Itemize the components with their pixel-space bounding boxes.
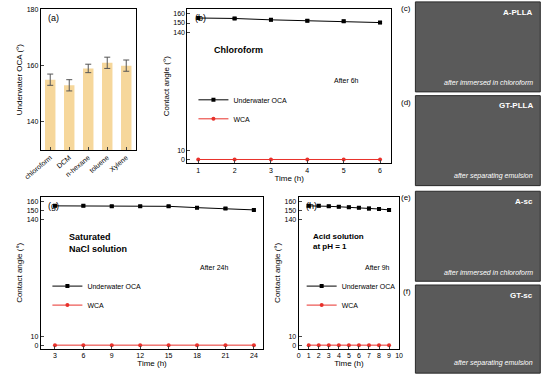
svg-text:after immersed in chloroform: after immersed in chloroform xyxy=(444,269,533,276)
svg-text:18: 18 xyxy=(193,352,201,359)
svg-text:15: 15 xyxy=(165,352,173,359)
svg-text:5: 5 xyxy=(347,352,351,359)
svg-text:after separating emulsion: after separating emulsion xyxy=(454,172,533,180)
svg-text:Contact angle (°): Contact angle (°) xyxy=(162,56,171,116)
svg-text:A-PLLA: A-PLLA xyxy=(503,8,533,17)
svg-text:9: 9 xyxy=(387,352,391,359)
svg-text:180: 180 xyxy=(27,6,39,13)
svg-text:Xylene: Xylene xyxy=(108,154,130,174)
svg-text:(h): (h) xyxy=(306,201,317,211)
svg-text:10: 10 xyxy=(31,333,39,340)
svg-text:2: 2 xyxy=(317,352,321,359)
svg-text:n-hexane: n-hexane xyxy=(64,154,91,178)
svg-text:chloroform: chloroform xyxy=(23,154,53,181)
svg-text:(g): (g) xyxy=(48,201,59,211)
svg-text:Contact angle (°): Contact angle (°) xyxy=(273,242,282,302)
svg-text:Contact angle (°): Contact angle (°) xyxy=(15,242,24,302)
svg-text:7: 7 xyxy=(367,352,371,359)
svg-text:5: 5 xyxy=(342,167,346,174)
svg-text:Underwater OCA: Underwater OCA xyxy=(342,283,396,290)
svg-text:12: 12 xyxy=(136,352,144,359)
svg-text:(c): (c) xyxy=(401,4,411,13)
svg-text:(f): (f) xyxy=(403,287,411,296)
svg-text:toluene: toluene xyxy=(88,154,110,174)
svg-text:6: 6 xyxy=(378,167,382,174)
svg-text:(d): (d) xyxy=(401,98,411,107)
svg-text:24: 24 xyxy=(250,352,258,359)
svg-text:10: 10 xyxy=(177,147,185,154)
svg-text:0: 0 xyxy=(297,352,301,359)
svg-text:Time (h): Time (h) xyxy=(137,359,167,368)
svg-text:140: 140 xyxy=(285,216,297,223)
svg-text:9: 9 xyxy=(110,352,114,359)
svg-text:1: 1 xyxy=(196,167,200,174)
svg-text:160: 160 xyxy=(27,198,39,205)
svg-text:4: 4 xyxy=(337,352,341,359)
svg-text:WCA: WCA xyxy=(342,302,359,309)
svg-text:150: 150 xyxy=(285,207,297,214)
svg-text:WCA: WCA xyxy=(233,116,250,123)
svg-text:Time (h): Time (h) xyxy=(274,174,304,183)
svg-text:(b): (b) xyxy=(195,13,206,23)
svg-text:150: 150 xyxy=(173,19,185,26)
svg-text:4: 4 xyxy=(305,167,309,174)
svg-text:10: 10 xyxy=(395,352,403,359)
svg-text:after immersed in chloroform: after immersed in chloroform xyxy=(444,79,533,86)
svg-text:(a): (a) xyxy=(48,13,59,23)
svg-text:GT-PLLA: GT-PLLA xyxy=(499,101,533,110)
svg-text:WCA: WCA xyxy=(87,302,104,309)
svg-text:140: 140 xyxy=(27,118,39,125)
svg-text:After 9h: After 9h xyxy=(365,264,390,271)
svg-text:SaturatedNaCl solution: SaturatedNaCl solution xyxy=(69,232,127,254)
svg-text:After 24h: After 24h xyxy=(200,264,229,271)
svg-text:21: 21 xyxy=(222,352,230,359)
svg-text:10: 10 xyxy=(288,333,296,340)
svg-text:2: 2 xyxy=(233,167,237,174)
svg-text:3: 3 xyxy=(269,167,273,174)
svg-text:150: 150 xyxy=(27,207,39,214)
svg-text:After 6h: After 6h xyxy=(334,77,359,84)
svg-text:8: 8 xyxy=(377,352,381,359)
svg-text:Underwater OCA: Underwater OCA xyxy=(233,97,287,104)
svg-text:GT-sc: GT-sc xyxy=(510,291,533,300)
svg-text:6: 6 xyxy=(81,352,85,359)
svg-text:6: 6 xyxy=(357,352,361,359)
svg-text:Acid solutionat pH = 1: Acid solutionat pH = 1 xyxy=(313,232,364,251)
svg-text:1: 1 xyxy=(307,352,311,359)
svg-text:160: 160 xyxy=(173,10,185,17)
svg-text:Time (h): Time (h) xyxy=(334,359,364,368)
svg-text:140: 140 xyxy=(173,29,185,36)
svg-text:A-sc: A-sc xyxy=(515,197,533,206)
svg-text:Chloroform: Chloroform xyxy=(214,45,263,55)
svg-text:DCM: DCM xyxy=(55,154,72,170)
svg-text:0: 0 xyxy=(181,156,185,163)
svg-text:3: 3 xyxy=(53,352,57,359)
svg-text:140: 140 xyxy=(27,216,39,223)
svg-text:160: 160 xyxy=(27,62,39,69)
svg-text:160: 160 xyxy=(285,198,297,205)
svg-text:0: 0 xyxy=(292,342,296,349)
svg-text:Underwater OCA: Underwater OCA xyxy=(87,283,141,290)
svg-text:(e): (e) xyxy=(401,193,411,202)
svg-text:0: 0 xyxy=(34,342,38,349)
svg-text:Underwater OCA (°): Underwater OCA (°) xyxy=(15,44,24,116)
svg-text:after separating emulsion: after separating emulsion xyxy=(454,359,533,367)
svg-text:3: 3 xyxy=(327,352,331,359)
